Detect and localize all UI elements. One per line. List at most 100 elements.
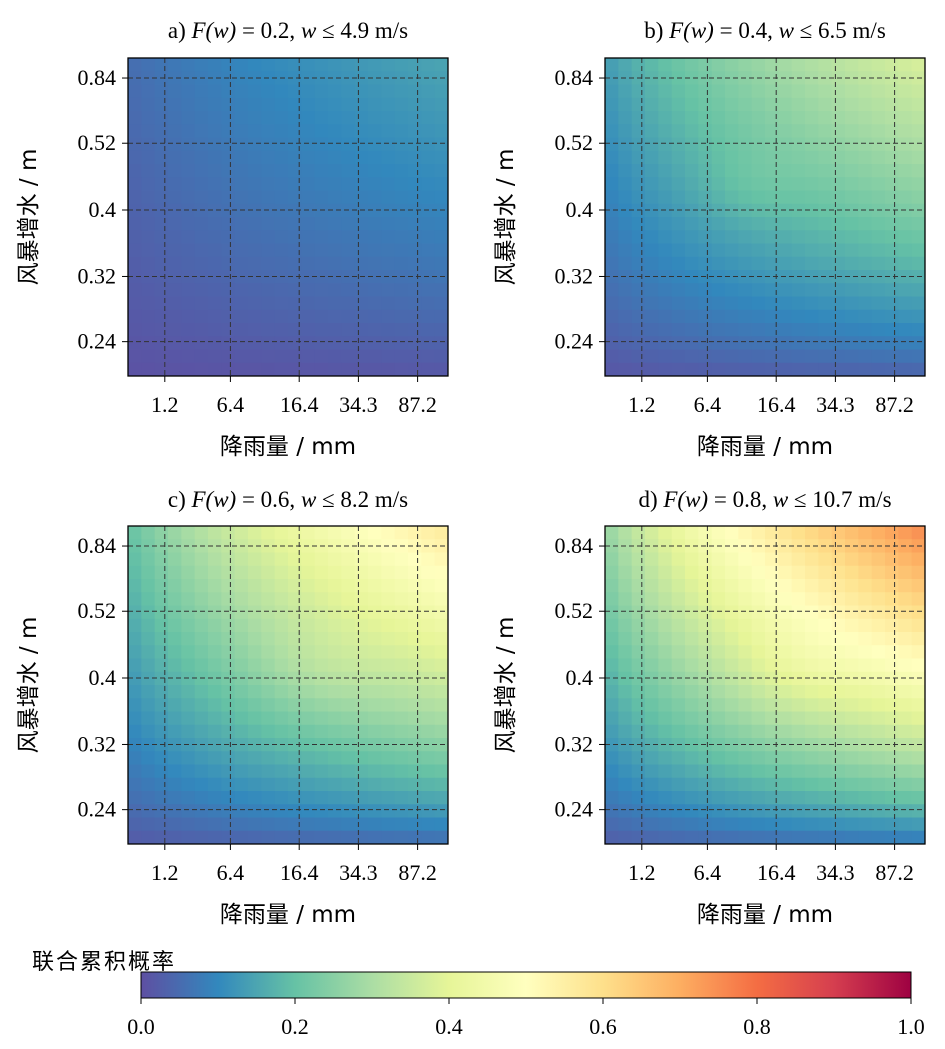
heatmap-cell <box>751 592 766 606</box>
heatmap-cell <box>858 203 873 218</box>
heatmap-cell <box>381 645 396 659</box>
heatmap-cell <box>818 671 833 686</box>
heatmap-cell <box>698 349 713 364</box>
heatmap-cell <box>765 711 779 726</box>
heatmap-cell <box>858 526 873 540</box>
heatmap-cell <box>658 711 673 726</box>
heatmap-cell <box>765 539 779 553</box>
heatmap-cell <box>128 177 142 191</box>
heatmap-cell <box>421 698 436 712</box>
heatmap-cell <box>725 830 739 845</box>
heatmap-cell <box>181 164 196 178</box>
heatmap-cell <box>818 804 833 818</box>
heatmap-cell <box>605 605 619 620</box>
heatmap-cell <box>274 58 289 72</box>
heatmap-cell <box>154 764 169 779</box>
heatmap-cell <box>845 97 859 112</box>
heatmap-cell <box>791 751 806 765</box>
heatmap-cell <box>381 552 396 567</box>
heatmap-cell <box>434 309 449 324</box>
heatmap-cell <box>168 256 182 271</box>
heatmap-cell <box>408 592 422 606</box>
plot-frame <box>604 57 926 377</box>
heatmap-cell <box>381 579 396 593</box>
heatmap-cell <box>711 751 726 765</box>
heatmap-cell <box>711 164 726 178</box>
heatmap-cell <box>181 137 196 152</box>
heatmap-cell <box>141 592 156 606</box>
heatmap-cell <box>858 658 873 673</box>
heatmap-cell <box>671 658 686 673</box>
heatmap-cell <box>618 177 633 191</box>
heatmap-cell <box>274 645 289 659</box>
heatmap-cell <box>911 137 926 152</box>
heatmap-cell <box>368 645 382 659</box>
heatmap-cell <box>301 526 316 540</box>
x-tick-label: 16.4 <box>280 860 319 885</box>
heatmap-cell <box>805 738 819 752</box>
heatmap-cell <box>805 804 819 818</box>
heatmap-cell <box>154 658 169 673</box>
heatmap-cell <box>394 830 409 845</box>
heatmap-cell <box>738 111 753 125</box>
heatmap-cell <box>168 724 182 739</box>
heatmap-cell <box>618 724 633 739</box>
heatmap-cell <box>858 336 873 350</box>
heatmap-cell <box>181 58 196 72</box>
heatmap-cell <box>301 592 316 606</box>
heatmap-cell <box>168 738 182 752</box>
heatmap-cell <box>261 58 276 72</box>
heatmap-cell <box>711 579 726 593</box>
heatmap-cell <box>685 526 699 540</box>
heatmap-cell <box>791 645 806 659</box>
heatmap-cell <box>685 698 699 712</box>
heatmap-cell <box>698 309 713 324</box>
heatmap-cell <box>274 618 289 633</box>
heatmap-cell <box>818 124 833 138</box>
heatmap-cell <box>658 296 673 311</box>
heatmap-cell <box>368 565 382 580</box>
heatmap-cell <box>658 164 673 178</box>
heatmap-cell <box>885 349 899 364</box>
heatmap-cell <box>221 137 236 152</box>
heatmap-cell <box>911 124 926 138</box>
y-axis-label: 风暴增水 / m <box>16 617 42 754</box>
heatmap-cell <box>818 791 833 805</box>
heatmap-cell <box>394 592 409 606</box>
heatmap-cell <box>194 565 209 580</box>
heatmap-cell <box>631 150 646 165</box>
heatmap-cell <box>181 97 196 112</box>
heatmap-cell <box>805 618 819 633</box>
heatmap-cell <box>368 777 382 792</box>
heatmap-cell <box>354 632 369 646</box>
heatmap-cell <box>141 336 156 350</box>
heatmap-cell <box>845 724 859 739</box>
heatmap-cell <box>301 137 316 152</box>
heatmap-cell <box>274 362 289 377</box>
heatmap-cell <box>911 362 926 377</box>
heatmap-cell <box>898 711 913 726</box>
heatmap-cell <box>711 830 726 845</box>
heatmap-cell <box>751 830 766 845</box>
heatmap-cell <box>871 526 886 540</box>
heatmap-cell <box>845 605 859 620</box>
heatmap-cell <box>778 817 793 832</box>
heatmap-cell <box>765 618 779 633</box>
heatmap-cell <box>818 111 833 125</box>
heatmap-cell <box>354 791 369 805</box>
heatmap-cell <box>341 724 356 739</box>
heatmap-panel-a: 1.2 6.4 16.4 34.3 87.20.240.320.40.520.84降雨量… <box>16 18 449 460</box>
x-tick-label: 16.4 <box>757 860 796 885</box>
heatmap-cell <box>314 243 329 258</box>
heatmap-cell <box>805 111 819 125</box>
heatmap-cell <box>154 97 169 112</box>
heatmap-cell <box>328 336 342 350</box>
heatmap-cell <box>791 804 806 818</box>
heatmap-cell <box>328 58 342 72</box>
heatmap-cell <box>274 685 289 699</box>
heatmap-cell <box>911 323 926 337</box>
heatmap-cell <box>631 190 646 205</box>
heatmap-cell <box>911 618 926 633</box>
heatmap-cell <box>885 270 899 284</box>
heatmap-cell <box>354 658 369 673</box>
